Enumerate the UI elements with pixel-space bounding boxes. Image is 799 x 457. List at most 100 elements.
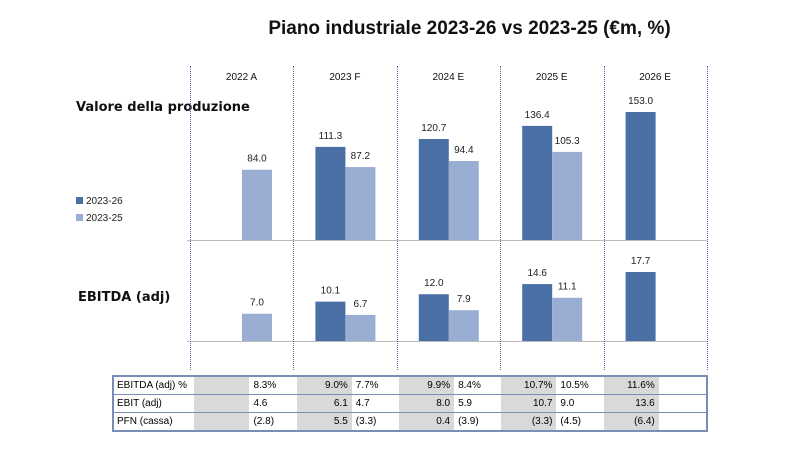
value-2023-25: [659, 377, 706, 394]
value-2023-26: [194, 377, 250, 394]
bar-2023-26: [315, 301, 346, 341]
bar-2023-25: [242, 313, 272, 341]
table-cell: 8.3%: [194, 377, 296, 394]
legend-item-2023-26: 2023-26: [76, 196, 123, 207]
value-2023-25: 8.3%: [253, 380, 277, 391]
data-label: 17.7: [631, 256, 651, 267]
data-label: 10.1: [321, 286, 341, 297]
value-2023-25: [659, 395, 706, 412]
baseline-bottom: [187, 341, 707, 342]
bar-2023-25: [345, 167, 376, 240]
data-label: 87.2: [351, 151, 371, 162]
metrics-table: EBITDA (adj) % 8.3% 9.0% 7.7% 9.9% 8.4% 10.7% 1…: [112, 375, 708, 432]
column-header: 2024 E: [432, 72, 465, 83]
value-2023-25: (4.5): [560, 416, 581, 427]
value-2023-26: 8.0: [399, 395, 455, 412]
data-label: 11.1: [558, 282, 577, 293]
bar-2023-26: [625, 112, 656, 240]
data-label: 14.6: [527, 268, 547, 279]
column-header: 2023 F: [329, 72, 361, 83]
row-label: PFN (cassa): [117, 416, 173, 427]
data-label: 94.4: [454, 145, 474, 156]
data-label: 7.0: [250, 298, 264, 309]
column-divider: [190, 66, 191, 370]
column-divider: [603, 66, 605, 370]
data-label: 136.4: [525, 110, 550, 121]
bar-2023-26: [315, 146, 346, 240]
table-cell: (6.4): [603, 413, 706, 430]
value-2023-25: (3.9): [458, 416, 479, 427]
column-header: 2026 E: [639, 72, 671, 83]
value-2023-25: 5.9: [458, 398, 472, 409]
data-label: 84.0: [247, 154, 267, 165]
table-row: PFN (cassa) (2.8) 5.5 (3.3) 0.4 (3.9) (3.3) (4.…: [114, 413, 706, 430]
table-cell: 10.7 9.0: [501, 395, 603, 412]
bar-2023-25: [345, 314, 376, 341]
value-2023-26: 13.6: [603, 395, 659, 412]
value-2023-25: 9.0: [560, 398, 575, 409]
legend-label: 2023-25: [86, 213, 123, 224]
baseline-top: [187, 240, 707, 241]
value-2023-26: 9.0%: [296, 377, 352, 394]
row-label: EBIT (adj): [117, 398, 162, 409]
legend-label: 2023-26: [86, 196, 123, 207]
value-2023-25: (3.3): [355, 416, 377, 427]
table-row: EBITDA (adj) % 8.3% 9.0% 7.7% 9.9% 8.4% 10.7% 1…: [114, 377, 706, 395]
value-2023-25: 10.5%: [560, 380, 589, 391]
table-cell: 5.5 (3.3): [296, 413, 399, 430]
bar-2023-25: [552, 151, 583, 240]
data-label: 105.3: [555, 136, 580, 147]
table-cell: 10.7% 10.5%: [501, 377, 603, 394]
bar-2023-26: [418, 139, 449, 240]
value-2023-25: 4.7: [355, 398, 370, 409]
value-2023-25: [659, 413, 706, 430]
value-2023-26: 0.4: [399, 413, 455, 430]
table-cell: (2.8): [194, 413, 296, 430]
column-header: 2022 A: [225, 72, 258, 83]
panel-label-valore: Valore della produzione: [76, 100, 250, 115]
bar-2023-25: [552, 297, 583, 341]
table-cell: (3.3) (4.5): [501, 413, 603, 430]
table-cell: 11.6%: [603, 377, 706, 394]
value-2023-25: 8.4%: [458, 380, 481, 391]
value-2023-26: 11.6%: [603, 377, 659, 394]
table-cell: 6.1 4.7: [296, 395, 399, 412]
legend-item-2023-25: 2023-25: [76, 213, 123, 224]
bar-2023-25: [448, 161, 479, 240]
column-divider: [707, 66, 708, 370]
value-2023-25: (2.8): [253, 416, 275, 427]
value-2023-26: 10.7%: [501, 377, 557, 394]
table-cell: 13.6: [603, 395, 706, 412]
column-divider: [293, 66, 295, 370]
legend-swatch: [76, 214, 83, 221]
table-cell: 9.9% 8.4%: [399, 377, 501, 394]
value-2023-26: (6.4): [603, 413, 659, 430]
value-2023-26: 6.1: [296, 395, 352, 412]
chart-title: Piano industriale 2023-26 vs 2023-25 (€m…: [268, 18, 671, 39]
table-cell: 8.0 5.9: [399, 395, 501, 412]
table-cell: 9.0% 7.7%: [296, 377, 399, 394]
value-2023-26: [194, 395, 250, 412]
bar-2023-25: [242, 169, 272, 240]
bar-2023-26: [418, 294, 449, 341]
value-2023-25: 4.6: [253, 398, 268, 409]
table-cell: 4.6: [194, 395, 296, 412]
data-label: 12.0: [424, 278, 444, 289]
data-label: 7.9: [457, 294, 471, 305]
bar-2023-26: [625, 272, 656, 341]
bar-2023-26: [522, 125, 553, 240]
data-label: 111.3: [319, 131, 343, 142]
value-2023-26: [194, 413, 250, 430]
column-divider: [396, 66, 398, 370]
column-divider: [500, 66, 502, 370]
value-2023-26: 9.9%: [399, 377, 455, 394]
data-label: 6.7: [353, 299, 367, 310]
column-header: 2025 E: [535, 72, 568, 83]
value-2023-26: 5.5: [296, 413, 352, 430]
bar-2023-25: [448, 310, 479, 341]
panel-label-ebitda: EBITDA (adj): [78, 290, 171, 305]
data-label: 153.0: [628, 96, 653, 107]
value-2023-25: 7.7%: [355, 380, 379, 391]
data-label: 120.7: [421, 123, 446, 134]
